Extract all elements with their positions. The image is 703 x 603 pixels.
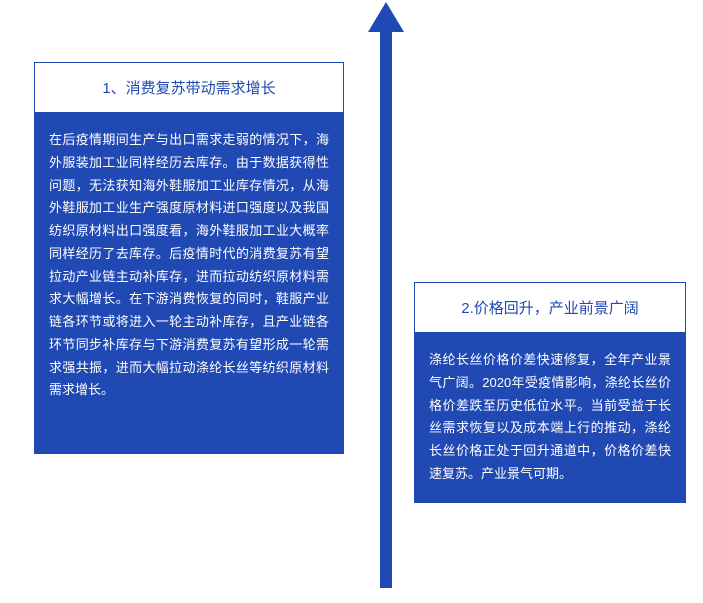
card-body: 在后疫情期间生产与出口需求走弱的情况下，海外服装加工业同样经历去库存。由于数据获… (35, 113, 343, 453)
card-body: 涤纶长丝价格价差快速修复，全年产业景气广阔。2020年受疫情影响，涤纶长丝价格价… (415, 333, 685, 502)
card-header: 1、消费复苏带动需求增长 (35, 63, 343, 113)
timeline-arrow-shaft (380, 28, 392, 588)
card-header: 2.价格回升，产业前景广阔 (415, 283, 685, 333)
timeline-arrow-head (368, 2, 404, 32)
card-price-recovery: 2.价格回升，产业前景广阔 涤纶长丝价格价差快速修复，全年产业景气广阔。2020… (414, 282, 686, 503)
card-consumption-recovery: 1、消费复苏带动需求增长 在后疫情期间生产与出口需求走弱的情况下，海外服装加工业… (34, 62, 344, 454)
